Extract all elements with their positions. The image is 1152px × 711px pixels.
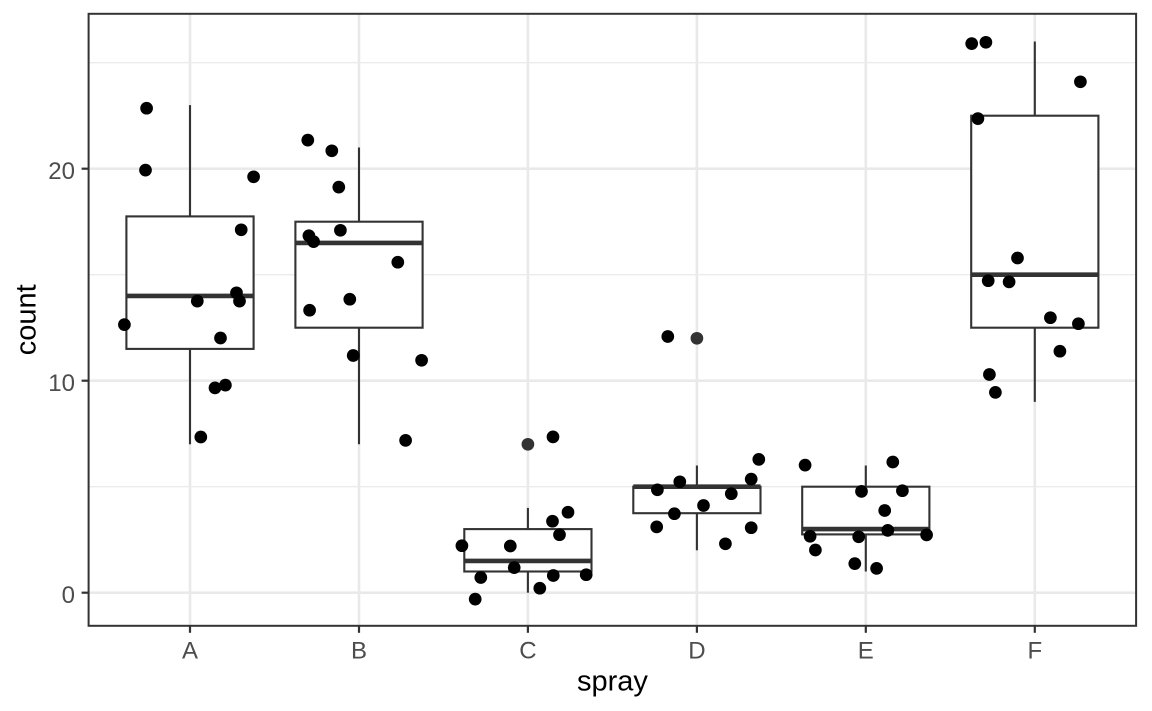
svg-text:B: B [351,638,367,665]
svg-text:0: 0 [62,582,75,609]
svg-text:E: E [858,638,874,665]
svg-text:D: D [688,638,705,665]
svg-text:20: 20 [48,158,75,185]
svg-text:count: count [11,284,43,355]
svg-text:A: A [182,638,198,665]
svg-text:10: 10 [48,370,75,397]
svg-text:spray: spray [577,666,648,698]
svg-text:C: C [519,638,536,665]
svg-text:F: F [1027,638,1042,665]
